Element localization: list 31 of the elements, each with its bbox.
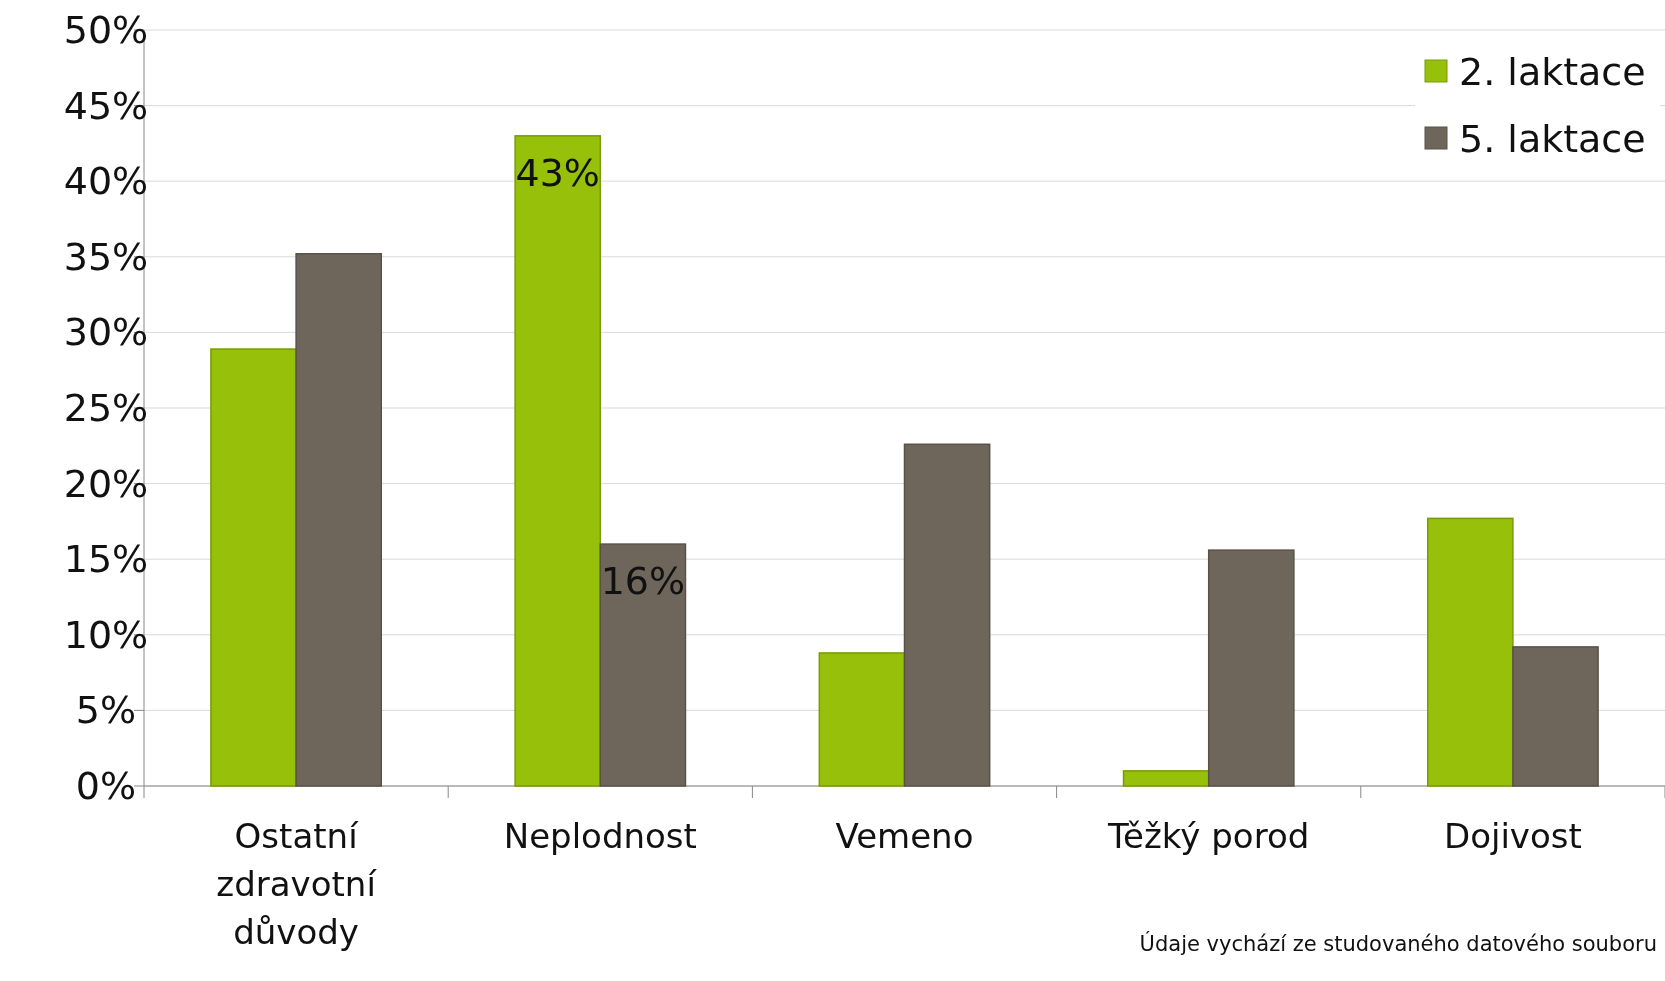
- bar: [514, 135, 602, 787]
- y-tick-label: 15%: [63, 537, 149, 582]
- bar: [210, 348, 297, 787]
- x-tick-label: Vemeno: [835, 816, 974, 856]
- y-tick-label: 35%: [63, 234, 149, 279]
- y-tick-label: 5%: [75, 688, 137, 733]
- bar: [1207, 549, 1295, 787]
- y-tick-label: 40%: [63, 159, 149, 204]
- bar: [903, 443, 991, 787]
- x-tick-label: Těžký porod: [1107, 816, 1310, 856]
- x-tick-label: Neplodnost: [503, 816, 697, 856]
- y-tick-label: 45%: [63, 83, 149, 128]
- y-tick-label: 30%: [63, 310, 149, 355]
- x-tick-label: Ostatní zdravotní důvody: [216, 816, 378, 952]
- y-tick-label: 0%: [75, 764, 137, 808]
- y-tick-label: 20%: [63, 461, 149, 506]
- text: Údaje vychází ze studovaného datového souboru: [1139, 931, 1657, 956]
- data-label: 16%: [600, 559, 686, 604]
- y-tick-label: 10%: [63, 612, 149, 657]
- bar: [1512, 646, 1599, 787]
- bar: [818, 652, 906, 787]
- x-tick-label: Dojivost: [1443, 816, 1582, 856]
- data-label: 43%: [515, 150, 600, 195]
- bar: [599, 543, 687, 787]
- legend-label: 2. laktace: [1459, 50, 1646, 94]
- legend-label: 5. laktace: [1459, 117, 1646, 161]
- bar: [1122, 770, 1210, 787]
- y-tick-label: 50%: [63, 8, 149, 52]
- bar: [295, 253, 383, 787]
- y-tick-label: 25%: [63, 386, 149, 430]
- bar: [1426, 517, 1514, 787]
